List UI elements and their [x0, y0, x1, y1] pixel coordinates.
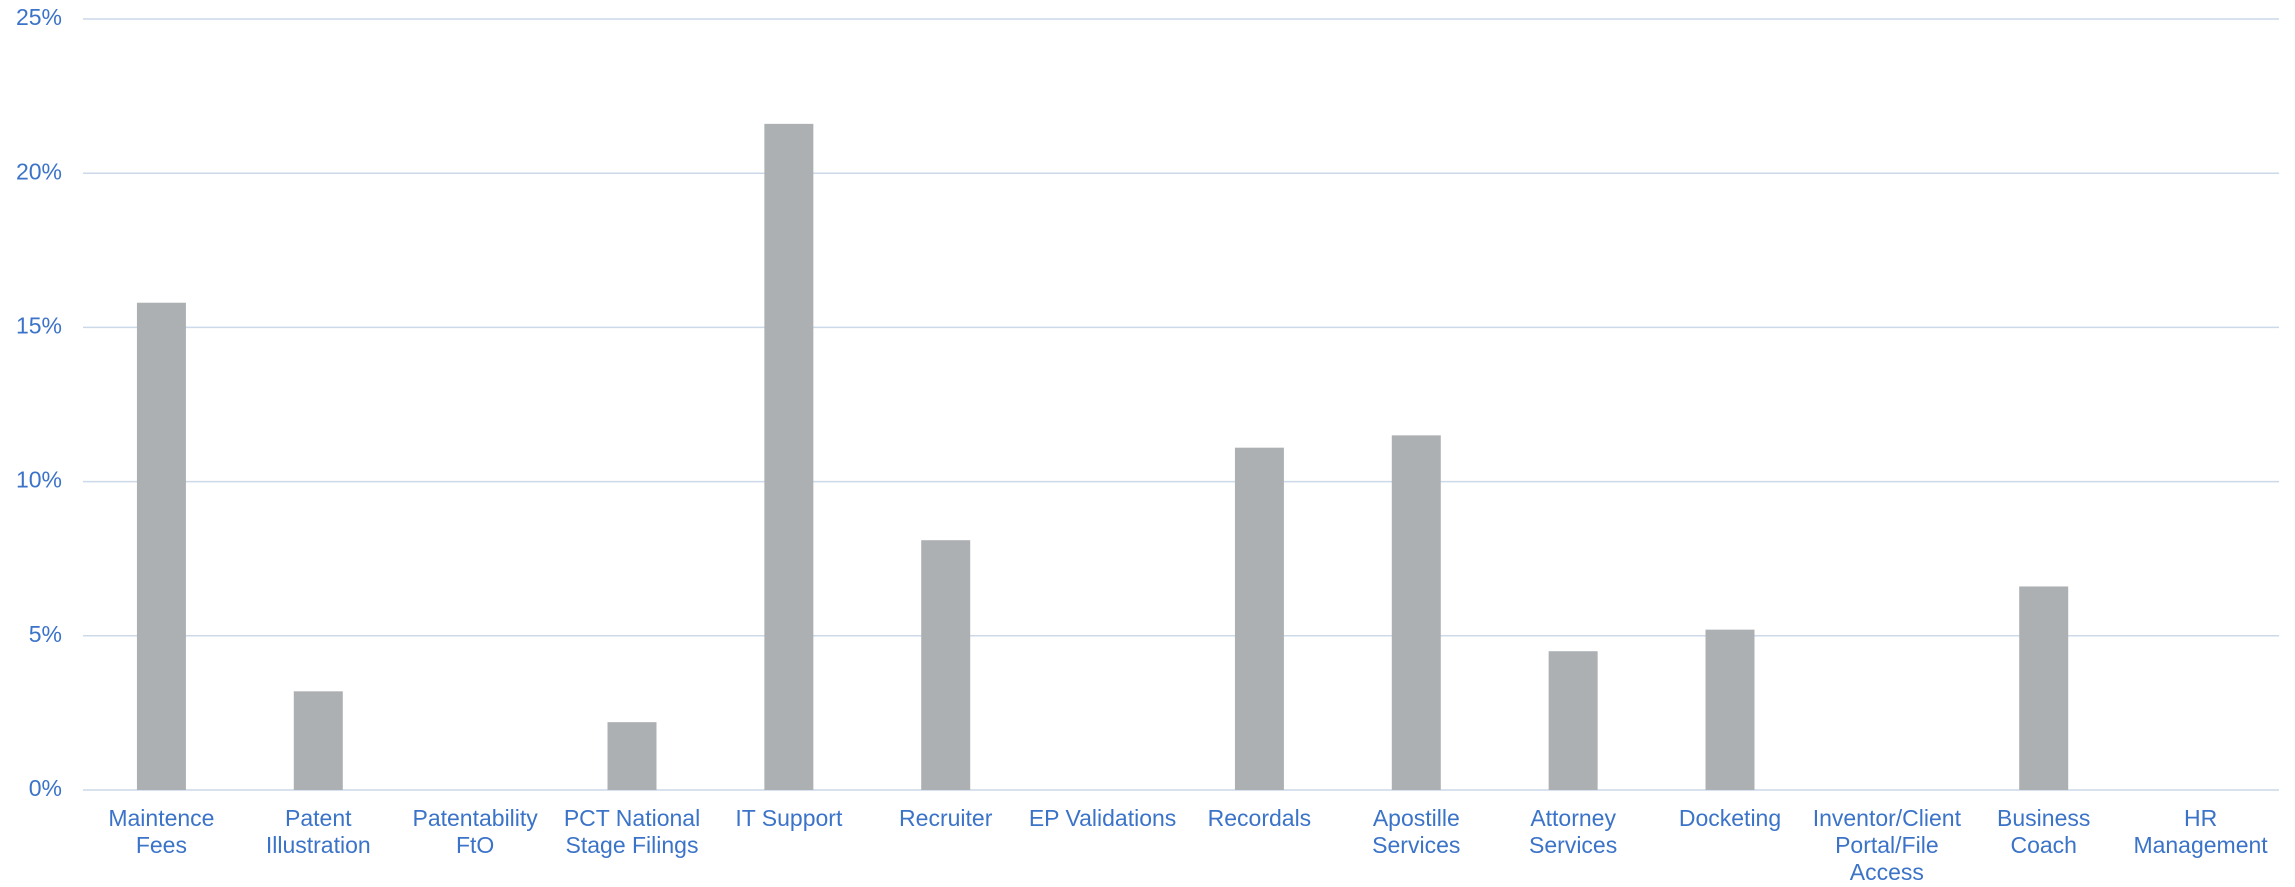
x-tick-label: EP Validations [1029, 805, 1176, 831]
x-tick-label: Apostille Services [1372, 805, 1460, 858]
x-tick-label: Maintence Fees [108, 805, 214, 858]
y-tick-label: 15% [16, 312, 62, 338]
x-tick-label: Docketing [1679, 805, 1781, 831]
bar [1548, 651, 1598, 790]
x-tick-label: Patentability FtO [412, 805, 538, 858]
bar [1705, 629, 1755, 790]
x-tick-label: Recordals [1208, 805, 1312, 831]
bar [921, 540, 971, 790]
bar [1234, 447, 1284, 790]
x-tick-label: Recruiter [899, 805, 993, 831]
x-tick-label: Inventor/Client Portal/File Access [1813, 805, 1962, 885]
x-tick-label: PCT National Stage Filings [564, 805, 700, 858]
y-tick-label: 10% [16, 467, 62, 493]
y-tick-label: 5% [29, 621, 62, 647]
x-tick-label: Business Coach [1997, 805, 2090, 858]
x-tick-label: HR Management [2133, 805, 2268, 858]
x-tick-label: Patent Illustration [266, 805, 371, 858]
bar [2019, 586, 2069, 790]
x-tick-label: Attorney Services [1529, 805, 1617, 858]
y-tick-label: 25% [16, 4, 62, 30]
y-tick-label: 0% [29, 775, 62, 801]
y-tick-label: 20% [16, 158, 62, 184]
bar [764, 123, 814, 790]
bar [136, 302, 186, 790]
x-tick-label: IT Support [735, 805, 843, 831]
bar [607, 722, 657, 790]
bar [1391, 435, 1441, 790]
bar [293, 691, 343, 790]
